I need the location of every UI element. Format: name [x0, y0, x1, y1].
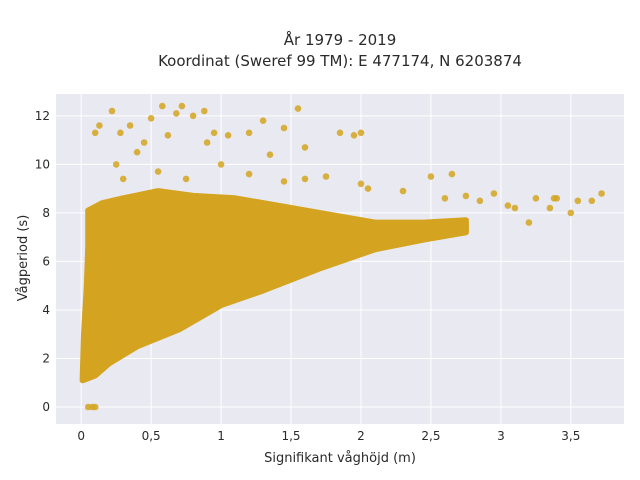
scatter-point	[91, 403, 99, 411]
x-tick-label: 0	[77, 429, 85, 443]
scatter-point	[574, 197, 582, 205]
points-layer	[79, 102, 605, 411]
scatter-point	[448, 170, 456, 178]
scatter-point	[399, 187, 407, 195]
scatter-point	[96, 122, 103, 129]
scatter-point	[117, 129, 124, 137]
scatter-point	[182, 175, 190, 183]
scatter-point	[280, 178, 288, 185]
tick-layer: 0 0,5 1 1,5 2 2,5 3 3,5 0 2 4 6 8 10 12	[35, 109, 581, 443]
scatter-point	[546, 204, 554, 212]
scatter-point	[201, 107, 208, 115]
scatter-point	[462, 192, 470, 200]
chart-title-line-2: Koordinat (Sweref 99 TM): E 477174, N 62…	[158, 52, 522, 70]
scatter-point	[301, 144, 309, 151]
scatter-point	[189, 112, 197, 120]
scatter-point	[357, 180, 365, 188]
y-tick-label: 6	[42, 254, 50, 268]
x-axis-title: Signifikant våghöjd (m)	[264, 451, 416, 466]
scatter-point	[245, 170, 253, 178]
y-tick-label: 10	[35, 157, 50, 171]
scatter-point	[476, 197, 484, 205]
y-tick-label: 8	[42, 206, 50, 220]
scatter-point	[598, 190, 605, 197]
scatter-point	[532, 195, 540, 202]
chart-title-line-1: År 1979 - 2019	[284, 30, 397, 49]
scatter-point	[91, 129, 99, 137]
scatter-point	[154, 168, 162, 175]
scatter-point	[427, 173, 435, 180]
scatter-point	[112, 161, 120, 168]
scatter-point	[553, 195, 561, 202]
x-tick-label: 1	[217, 429, 225, 443]
scatter-point	[567, 209, 575, 217]
scatter-point	[173, 110, 180, 117]
scatter-point	[224, 132, 232, 139]
y-tick-label: 0	[42, 400, 50, 414]
scatter-point	[336, 129, 344, 137]
scatter-point	[133, 148, 141, 156]
scatter-point	[259, 117, 267, 124]
x-tick-label: 2,5	[421, 429, 440, 443]
scatter-point	[301, 175, 309, 183]
scatter-point	[126, 122, 134, 129]
scatter-point	[140, 139, 148, 146]
scatter-point	[350, 132, 358, 139]
scatter-point	[588, 197, 596, 205]
x-tick-label: 0,5	[142, 429, 161, 443]
scatter-point	[178, 102, 186, 110]
scatter-point	[164, 132, 172, 139]
scatter-point	[490, 190, 498, 197]
scatter-point	[441, 195, 449, 202]
scatter-point	[119, 175, 127, 183]
scatter-point	[364, 185, 372, 192]
scatter-point	[266, 151, 274, 158]
scatter-point	[210, 129, 218, 137]
scatter-point	[504, 202, 512, 209]
scatter-point	[280, 124, 288, 132]
y-tick-label: 12	[35, 109, 50, 123]
scatter-point	[357, 129, 365, 137]
scatter-point	[294, 105, 302, 112]
x-tick-label: 3	[497, 429, 505, 443]
scatter-point	[108, 107, 116, 115]
scatter-point	[511, 204, 519, 212]
scatter-point	[245, 129, 253, 137]
scatter-point	[147, 115, 155, 122]
scatter-point	[525, 219, 533, 226]
scatter-point	[203, 139, 211, 146]
scatter-point	[322, 173, 330, 180]
x-tick-label: 3,5	[561, 429, 580, 443]
y-tick-label: 4	[42, 303, 50, 317]
x-tick-label: 2	[357, 429, 365, 443]
y-axis-title: Vågperiod (s)	[16, 215, 31, 302]
scatter-point	[159, 102, 166, 110]
x-tick-label: 1,5	[281, 429, 300, 443]
dense-point-cloud	[79, 188, 469, 384]
scatter-point	[217, 161, 225, 168]
y-tick-label: 2	[42, 351, 50, 365]
